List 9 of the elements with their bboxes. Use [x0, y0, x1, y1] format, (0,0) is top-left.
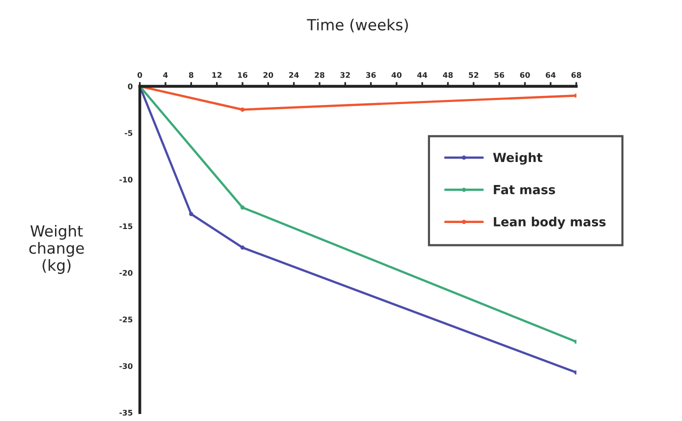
point [189, 212, 194, 216]
y-axis-title: Weight change (kg) [29, 224, 84, 274]
point [240, 205, 245, 210]
legend-label: Lean body mass [494, 216, 606, 229]
point [240, 108, 245, 112]
legend-label: Weight [493, 152, 542, 165]
point [240, 245, 245, 250]
x-axis-title: Time (weeks) [306, 18, 408, 32]
legend-label: Fat mass [494, 185, 556, 194]
